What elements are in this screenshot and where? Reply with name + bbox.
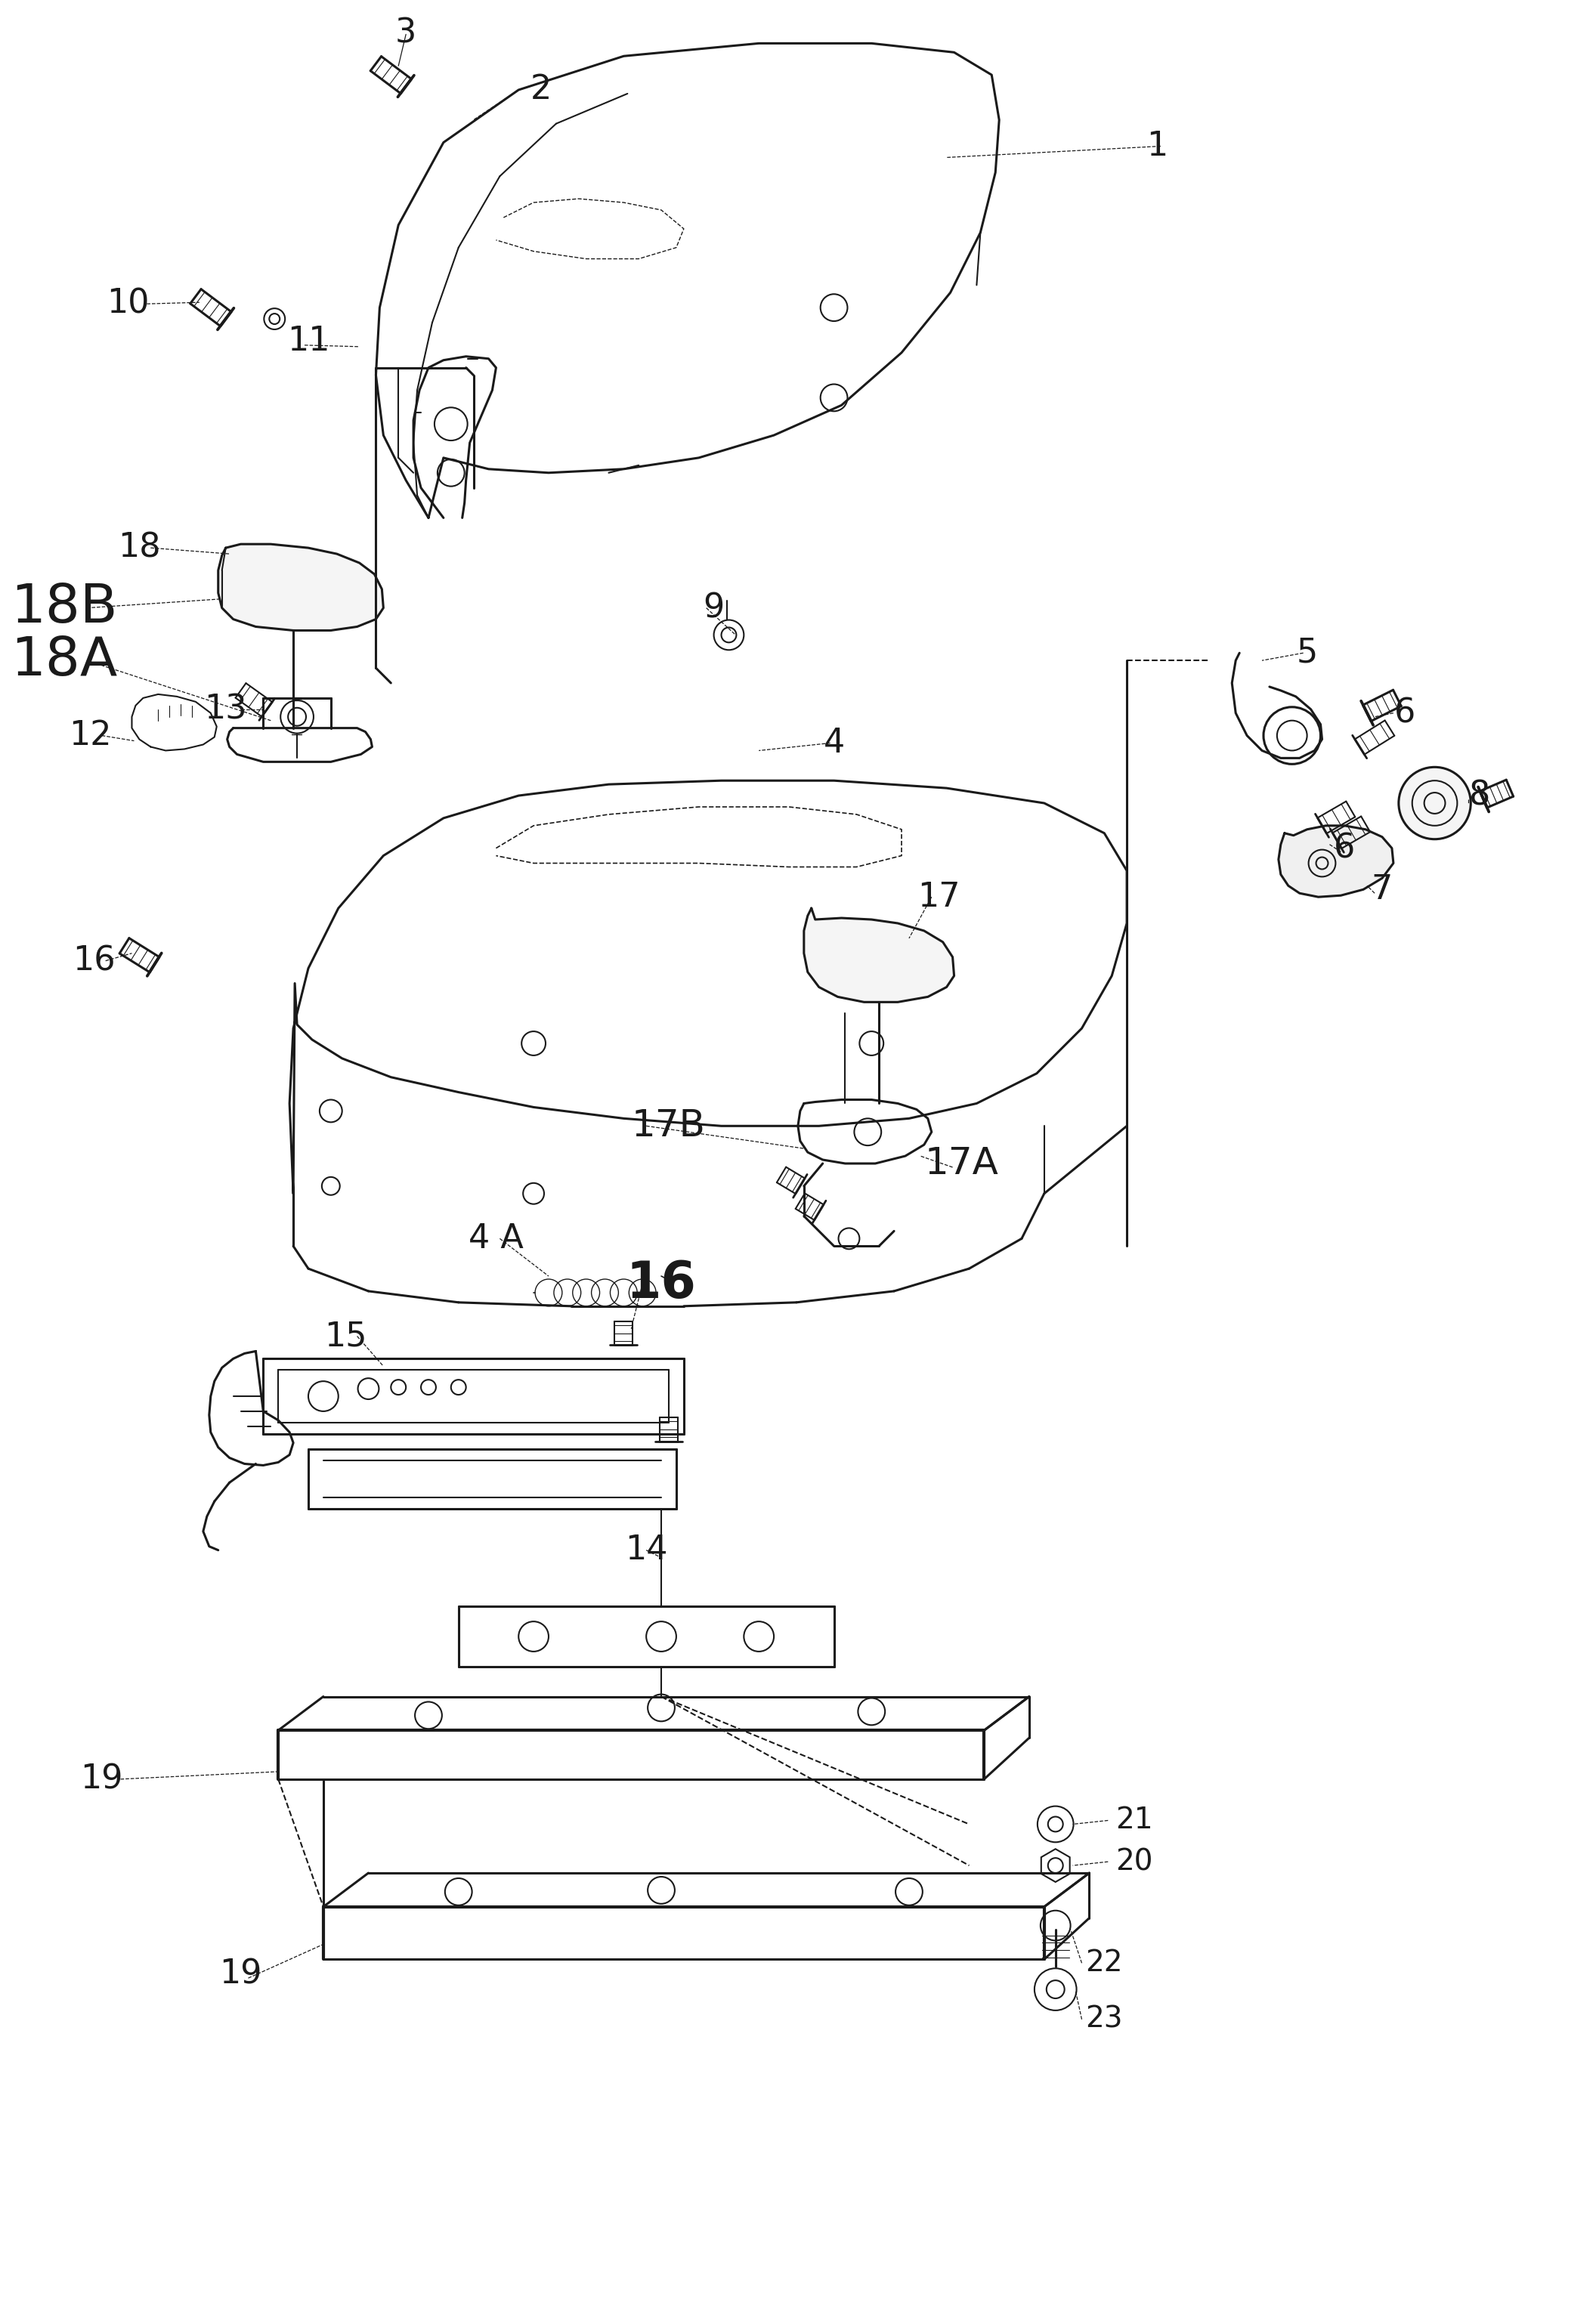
- Text: 4: 4: [824, 727, 844, 760]
- Text: 8: 8: [1468, 779, 1491, 811]
- Text: 17B: 17B: [632, 1109, 705, 1143]
- Text: 23: 23: [1085, 2006, 1124, 2034]
- Text: 22: 22: [1085, 1950, 1124, 1978]
- Text: 18A: 18A: [11, 634, 118, 686]
- Text: 6: 6: [1334, 832, 1355, 865]
- Text: 4 A: 4 A: [469, 1222, 523, 1255]
- Text: 15: 15: [324, 1320, 367, 1353]
- Text: 3: 3: [396, 16, 417, 49]
- Text: 7: 7: [1371, 874, 1393, 906]
- Text: 17A: 17A: [924, 1146, 999, 1181]
- Text: 1: 1: [1146, 130, 1168, 163]
- Polygon shape: [804, 909, 954, 1002]
- Text: 18: 18: [118, 532, 161, 565]
- Text: 10: 10: [107, 288, 150, 321]
- Text: 17: 17: [918, 881, 961, 913]
- Text: 13: 13: [204, 693, 247, 725]
- Text: 9: 9: [704, 593, 725, 625]
- Text: 16: 16: [626, 1260, 696, 1308]
- Text: 14: 14: [626, 1534, 667, 1566]
- Text: 20: 20: [1116, 1848, 1152, 1875]
- Text: 6: 6: [1393, 697, 1416, 730]
- Polygon shape: [219, 544, 383, 630]
- Text: 11: 11: [287, 325, 330, 358]
- Text: 19: 19: [80, 1764, 123, 1796]
- Text: 18B: 18B: [11, 581, 118, 634]
- Text: 21: 21: [1116, 1806, 1152, 1834]
- Text: 5: 5: [1296, 637, 1318, 669]
- Text: 16: 16: [73, 944, 115, 976]
- Polygon shape: [1278, 825, 1393, 897]
- Text: 2: 2: [530, 74, 552, 107]
- Circle shape: [1398, 767, 1472, 839]
- Text: 19: 19: [219, 1959, 262, 1992]
- Text: 12: 12: [69, 720, 112, 751]
